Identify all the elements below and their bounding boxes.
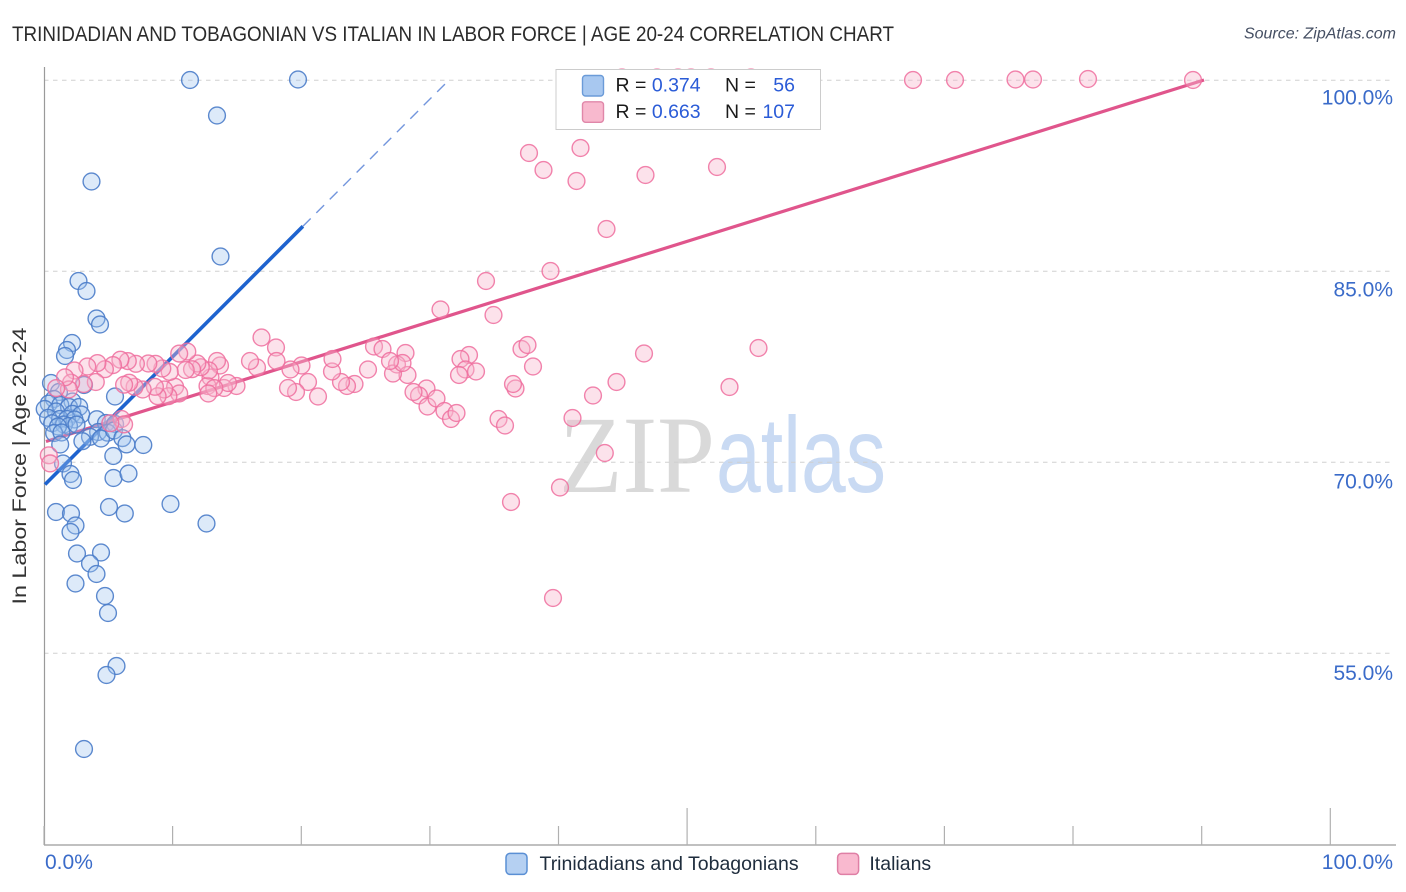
svg-text:Source: ZipAtlas.com: Source: ZipAtlas.com: [1244, 26, 1396, 43]
svg-text:TRINIDADIAN AND TOBAGONIAN VS: TRINIDADIAN AND TOBAGONIAN VS ITALIAN IN…: [12, 23, 894, 46]
svg-text:R = 0.374: R = 0.374: [616, 75, 701, 97]
svg-text:Trinidadians and Tobagonians: Trinidadians and Tobagonians: [540, 853, 799, 875]
svg-text:atlas: atlas: [716, 394, 886, 515]
svg-text:70.0%: 70.0%: [1333, 471, 1393, 494]
svg-text:Italians: Italians: [869, 853, 931, 875]
svg-text:In Labor Force | Age 20-24: In Labor Force | Age 20-24: [9, 327, 31, 604]
svg-text:100.0%: 100.0%: [1322, 851, 1393, 874]
svg-text:56: 56: [773, 75, 795, 97]
svg-text:N =: N =: [725, 101, 756, 123]
svg-text:55.0%: 55.0%: [1333, 662, 1393, 685]
svg-text:85.0%: 85.0%: [1333, 279, 1393, 302]
svg-text:107: 107: [762, 101, 795, 123]
svg-text:ZIP: ZIP: [559, 394, 715, 516]
svg-text:0.0%: 0.0%: [45, 851, 93, 874]
svg-text:100.0%: 100.0%: [1322, 87, 1393, 110]
svg-text:R = 0.663: R = 0.663: [616, 101, 701, 123]
svg-text:N =: N =: [725, 75, 756, 97]
